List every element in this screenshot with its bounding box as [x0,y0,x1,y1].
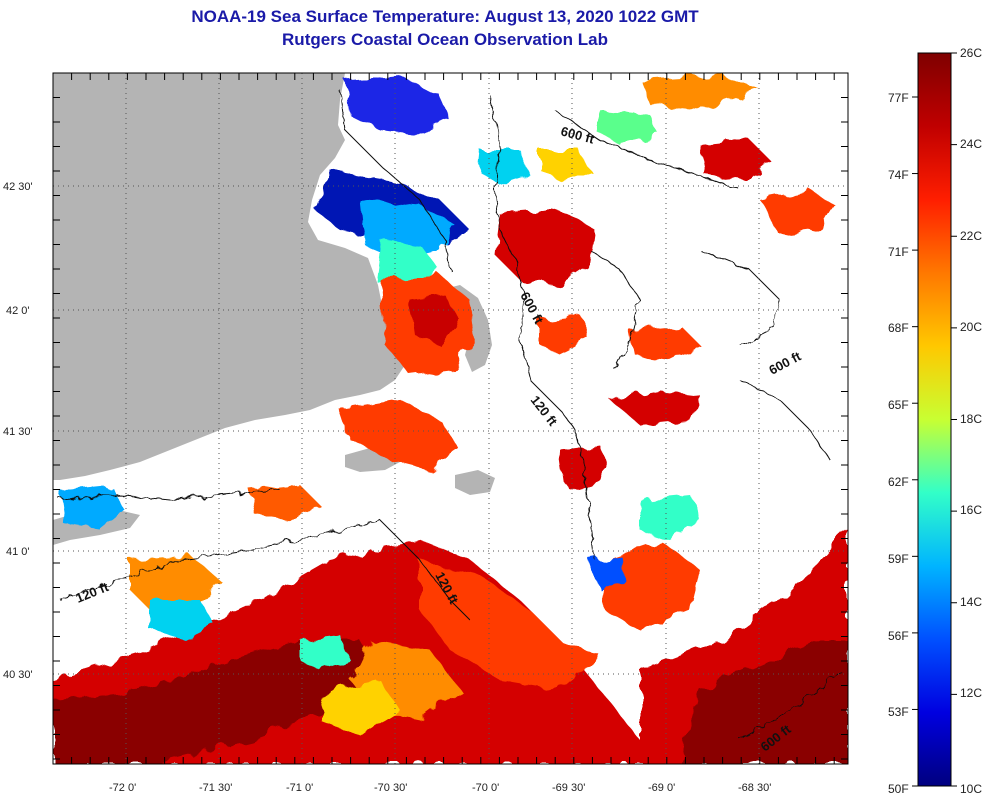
map-panel: 600 ft 600 ft 600 ft 600 ft 120 ft 120 f… [53,73,848,764]
lat-tick-label: 41 0' [6,546,30,558]
lon-tick-label: -69 0' [648,782,675,794]
lon-tick-label: -70 30' [374,782,407,794]
fahrenheit-tick-label: 68F [888,321,909,335]
lon-tick-label: -72 0' [109,782,136,794]
lat-tick-label: 40 30' [3,669,33,681]
lat-tick-label: 42 0' [6,305,30,317]
map-frame [52,72,849,765]
colorbar-ticks [912,52,957,787]
map-title: NOAA-19 Sea Surface Temperature: August … [191,7,699,26]
celsius-tick-label: 24C [960,137,982,151]
celsius-tick-label: 10C [960,782,982,796]
lat-tick-label: 42 30' [3,181,33,193]
fahrenheit-tick-label: 56F [888,629,909,643]
fahrenheit-tick-label: 50F [888,782,909,796]
fahrenheit-tick-label: 59F [888,552,909,566]
temperature-colorbar: 26C 24C 22C 20C 18C 16C 14C 12C 10C 77F … [888,46,982,796]
celsius-tick-label: 22C [960,229,982,243]
lon-tick-label: -68 30' [738,782,771,794]
celsius-tick-label: 26C [960,46,982,60]
celsius-tick-label: 16C [960,503,982,517]
map-subtitle: Rutgers Coastal Ocean Observation Lab [282,30,608,49]
fahrenheit-tick-label: 77F [888,91,909,105]
graticule [53,73,848,764]
latitude-axis: 42 30' 42 0' 41 30' 41 0' 40 30' [3,181,33,681]
frame-ticks [52,72,848,764]
fahrenheit-tick-label: 65F [888,398,909,412]
celsius-tick-label: 14C [960,595,982,609]
celsius-tick-label: 12C [960,686,982,700]
land-nantucket [455,470,495,495]
colorbar-gradient [917,52,952,787]
lon-tick-label: -69 30' [552,782,585,794]
fahrenheit-tick-label: 53F [888,705,909,719]
fahrenheit-tick-label: 62F [888,475,909,489]
celsius-tick-label: 18C [960,412,982,426]
lon-tick-label: -71 30' [199,782,232,794]
lat-tick-label: 41 30' [3,426,33,438]
land-mass-new-england [53,73,405,480]
longitude-axis: -72 0' -71 30' -71 0' -70 30' -70 0' -69… [109,782,771,794]
lon-tick-label: -70 0' [472,782,499,794]
lon-tick-label: -71 0' [286,782,313,794]
land-cape-cod [440,285,492,372]
celsius-tick-label: 20C [960,320,982,334]
fahrenheit-tick-label: 71F [888,245,909,259]
bathymetry-contours [59,89,841,741]
fahrenheit-tick-label: 74F [888,168,909,182]
